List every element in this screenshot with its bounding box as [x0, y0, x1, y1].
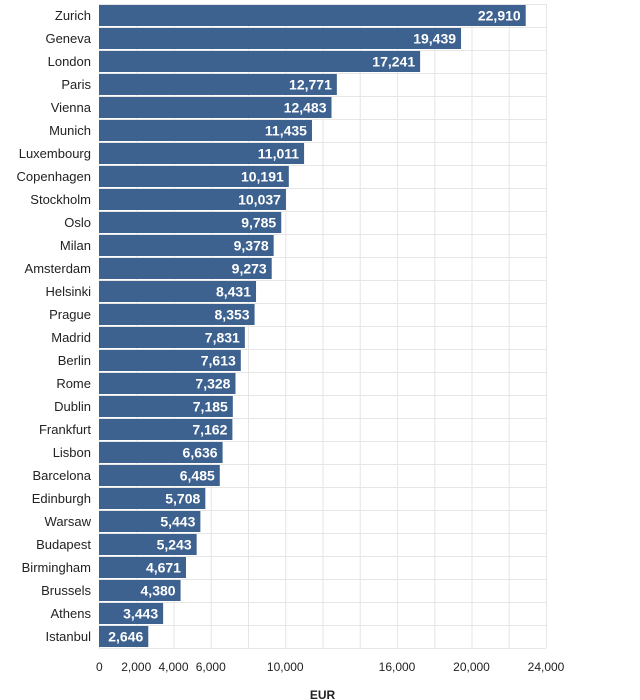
bar: [99, 28, 462, 49]
category-label: Istanbul: [45, 629, 91, 644]
category-label: Vienna: [51, 100, 92, 115]
value-label: 12,771: [289, 77, 332, 93]
category-labels: Zurich Geneva London Paris Vienna Munich Luxem…: [17, 8, 92, 644]
bar: [99, 603, 164, 624]
value-label: 6,485: [180, 468, 215, 484]
category-label: Brussels: [41, 583, 91, 598]
category-label: Dublin: [54, 399, 91, 414]
x-tick-label: 4,000: [158, 660, 188, 674]
x-axis-ticks: 0 2,000 4,000 6,000 10,000 16,000 20,000 24,000: [96, 660, 565, 674]
bar: [99, 212, 282, 233]
value-label: 12,483: [284, 100, 327, 116]
bar: [99, 235, 274, 256]
value-label: 7,613: [201, 353, 236, 369]
bar: [99, 281, 257, 302]
bar: [99, 557, 186, 578]
gridlines: [99, 4, 547, 649]
value-label: 7,831: [205, 330, 240, 346]
x-tick-label: 0: [96, 660, 103, 674]
value-label: 7,328: [195, 376, 230, 392]
category-label: Copenhagen: [17, 169, 91, 184]
category-label: Edinburgh: [32, 491, 91, 506]
value-label: 10,037: [238, 192, 281, 208]
bar: [99, 465, 220, 486]
value-label: 2,646: [108, 629, 143, 645]
bars: [99, 5, 526, 647]
value-label: 19,439: [413, 31, 456, 47]
value-label: 3,443: [123, 606, 158, 622]
value-label: 8,431: [216, 284, 251, 300]
category-label: Berlin: [58, 353, 91, 368]
x-tick-label: 10,000: [267, 660, 304, 674]
bar: [99, 626, 149, 647]
value-label: 9,273: [232, 261, 267, 277]
bar: [99, 511, 201, 532]
category-label: Paris: [61, 77, 91, 92]
bar: [99, 120, 312, 141]
x-axis-title: EUR: [310, 688, 336, 700]
value-label: 10,191: [241, 169, 284, 185]
bar: [99, 350, 241, 371]
bar: [99, 74, 337, 95]
value-label: 4,380: [141, 583, 176, 599]
value-label: 4,671: [146, 560, 181, 576]
value-label: 7,185: [193, 399, 228, 415]
x-tick-label: 16,000: [379, 660, 416, 674]
x-tick-label: 2,000: [121, 660, 151, 674]
bar: [99, 51, 421, 72]
bar: [99, 534, 197, 555]
category-label: Madrid: [51, 330, 91, 345]
x-tick-label: 20,000: [453, 660, 490, 674]
value-label: 11,011: [258, 146, 299, 162]
value-label: 5,443: [160, 514, 195, 530]
category-label: Helsinki: [45, 284, 91, 299]
category-label: Barcelona: [32, 468, 91, 483]
bar: [99, 327, 245, 348]
category-label: Lisbon: [53, 445, 91, 460]
bar: [99, 580, 181, 601]
category-label: Frankfurt: [39, 422, 91, 437]
x-tick-label: 24,000: [528, 660, 565, 674]
value-label: 9,378: [234, 238, 269, 254]
bar: [99, 419, 233, 440]
category-label: Prague: [49, 307, 91, 322]
category-label: Oslo: [64, 215, 91, 230]
category-label: Rome: [56, 376, 91, 391]
bar: [99, 189, 286, 210]
category-label: Geneva: [45, 31, 91, 46]
value-label: 9,785: [241, 215, 276, 231]
value-labels: 22,910 19,439 17,241 12,771 12,483 11,435 11,0…: [108, 8, 521, 645]
category-label: Milan: [60, 238, 91, 253]
bar: [99, 304, 255, 325]
value-label: 5,243: [157, 537, 192, 553]
category-label: Zurich: [55, 8, 91, 23]
value-label: 8,353: [215, 307, 250, 323]
value-label: 6,636: [183, 445, 218, 461]
bar: [99, 373, 236, 394]
bar: [99, 143, 305, 164]
category-label: Luxembourg: [19, 146, 91, 161]
value-label: 7,162: [192, 422, 227, 438]
bar: [99, 258, 272, 279]
bar: [99, 166, 289, 187]
category-label: Amsterdam: [25, 261, 91, 276]
category-label: Warsaw: [45, 514, 92, 529]
bar: [99, 97, 332, 118]
value-label: 5,708: [165, 491, 200, 507]
value-label: 17,241: [372, 54, 415, 70]
bar: [99, 5, 526, 26]
category-label: London: [48, 54, 91, 69]
bar: [99, 396, 233, 417]
category-label: Stockholm: [30, 192, 91, 207]
value-label: 11,435: [265, 123, 307, 139]
category-label: Birmingham: [22, 560, 91, 575]
category-label: Athens: [51, 606, 92, 621]
x-tick-label: 6,000: [196, 660, 226, 674]
category-label: Munich: [49, 123, 91, 138]
value-label: 22,910: [478, 8, 521, 24]
bar: [99, 488, 206, 509]
bar: [99, 442, 223, 463]
category-label: Budapest: [36, 537, 91, 552]
